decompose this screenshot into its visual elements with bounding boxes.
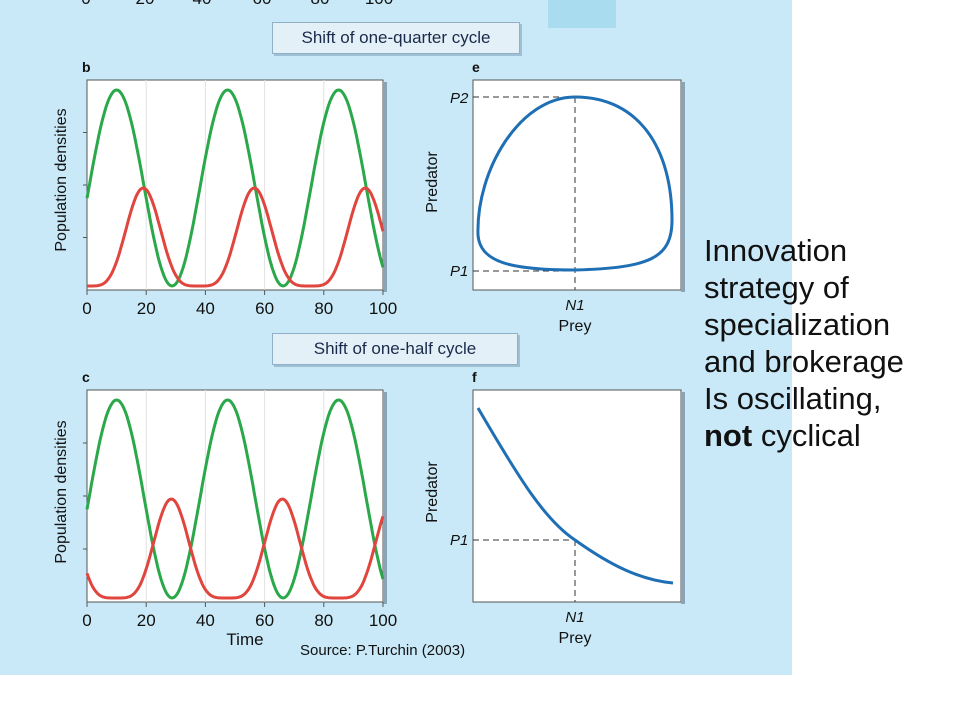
- top-tick-label: 20: [136, 0, 155, 8]
- accent-block: [548, 0, 616, 28]
- top-tick-label: 60: [253, 0, 272, 8]
- top-tick-label: 40: [193, 0, 212, 8]
- x-tick-label: 40: [196, 299, 215, 318]
- x-tick-label: 0: [82, 611, 91, 630]
- caption-line: not cyclical: [704, 417, 960, 454]
- source-note: Source: P.Turchin (2003): [300, 642, 466, 659]
- x-tick-label: 0: [82, 299, 91, 318]
- panel-f-letter: f: [472, 369, 477, 385]
- x-tick-label: 80: [314, 299, 333, 318]
- x-tick-label: 60: [255, 611, 274, 630]
- shift-half-label: Shift of one-half cycle: [272, 333, 518, 365]
- panel-c-shadow: [383, 392, 387, 604]
- panel-f-p1-label: P1: [450, 532, 468, 549]
- x-tick-label: 40: [196, 611, 215, 630]
- caption-rest: cyclical: [752, 418, 861, 453]
- caption-line: Innovation: [704, 233, 848, 268]
- panel-e-plot-area: [472, 79, 682, 291]
- panel-c-plot-area: [86, 389, 384, 603]
- panel-e: e P2 P1 N1 Prey Predator: [424, 59, 685, 335]
- caption-text: Innovation strategy of specialization an…: [704, 232, 960, 454]
- panel-c: c 0 20 40 60 80 100 Population densities Time: [53, 369, 397, 649]
- panel-f-plot-area: [472, 389, 682, 603]
- x-tick-label: 100: [369, 299, 397, 318]
- top-axis-tick-labels: 0 20 40 60 80 100: [81, 0, 393, 8]
- caption-line: and brokerage: [704, 344, 904, 379]
- top-tick-label: 100: [365, 0, 393, 8]
- series-line: [85, 88, 385, 288]
- panel-b-shadow: [383, 82, 387, 292]
- caption-line: Is oscillating,: [704, 381, 882, 416]
- panel-e-shadow: [681, 82, 685, 292]
- shift-quarter-label: Shift of one-quarter cycle: [272, 22, 520, 54]
- series-line: [85, 398, 385, 600]
- panel-e-ylabel: Predator: [424, 151, 441, 213]
- panel-e-xlabel: Prey: [559, 318, 592, 335]
- top-tick-label: 80: [311, 0, 330, 8]
- x-tick-label: 20: [137, 299, 156, 318]
- x-tick-label: 100: [369, 611, 397, 630]
- panel-c-letter: c: [82, 369, 90, 385]
- panel-b: b 0 20 40 60 80 100 Population densities: [53, 59, 397, 318]
- series-line: [85, 497, 385, 600]
- panel-f-xlabel: Prey: [559, 630, 592, 647]
- panel-f-ylabel: Predator: [424, 461, 441, 523]
- panel-f-shadow: [681, 392, 685, 604]
- series-line: [87, 186, 385, 288]
- caption-bold-word: not: [704, 418, 753, 453]
- panel-e-phase-cycle: [476, 95, 674, 272]
- x-tick-label: 80: [314, 611, 333, 630]
- panel-e-n1-label: N1: [565, 297, 584, 314]
- figure: 0 20 40 60 80 100 b 0 20 40 60 80 100 Population d…: [53, 0, 685, 649]
- panel-f: f P1 N1 Prey Predator: [424, 369, 685, 647]
- panel-b-ylabel: Population densities: [53, 108, 70, 251]
- panel-f-n1-label: N1: [565, 609, 584, 626]
- panel-c-ylabel: Population densities: [53, 420, 70, 563]
- x-tick-label: 20: [137, 611, 156, 630]
- x-tick-label: 60: [255, 299, 274, 318]
- panel-e-letter: e: [472, 59, 480, 75]
- panel-f-phase-curve: [476, 407, 674, 585]
- caption-line: specialization: [704, 307, 891, 342]
- top-tick-label: 0: [81, 0, 90, 8]
- panel-b-letter: b: [82, 59, 91, 75]
- panel-e-p1-label: P1: [450, 263, 468, 280]
- caption-line: strategy of: [704, 270, 849, 305]
- panel-e-p2-label: P2: [450, 90, 469, 107]
- panel-c-xlabel: Time: [226, 630, 263, 649]
